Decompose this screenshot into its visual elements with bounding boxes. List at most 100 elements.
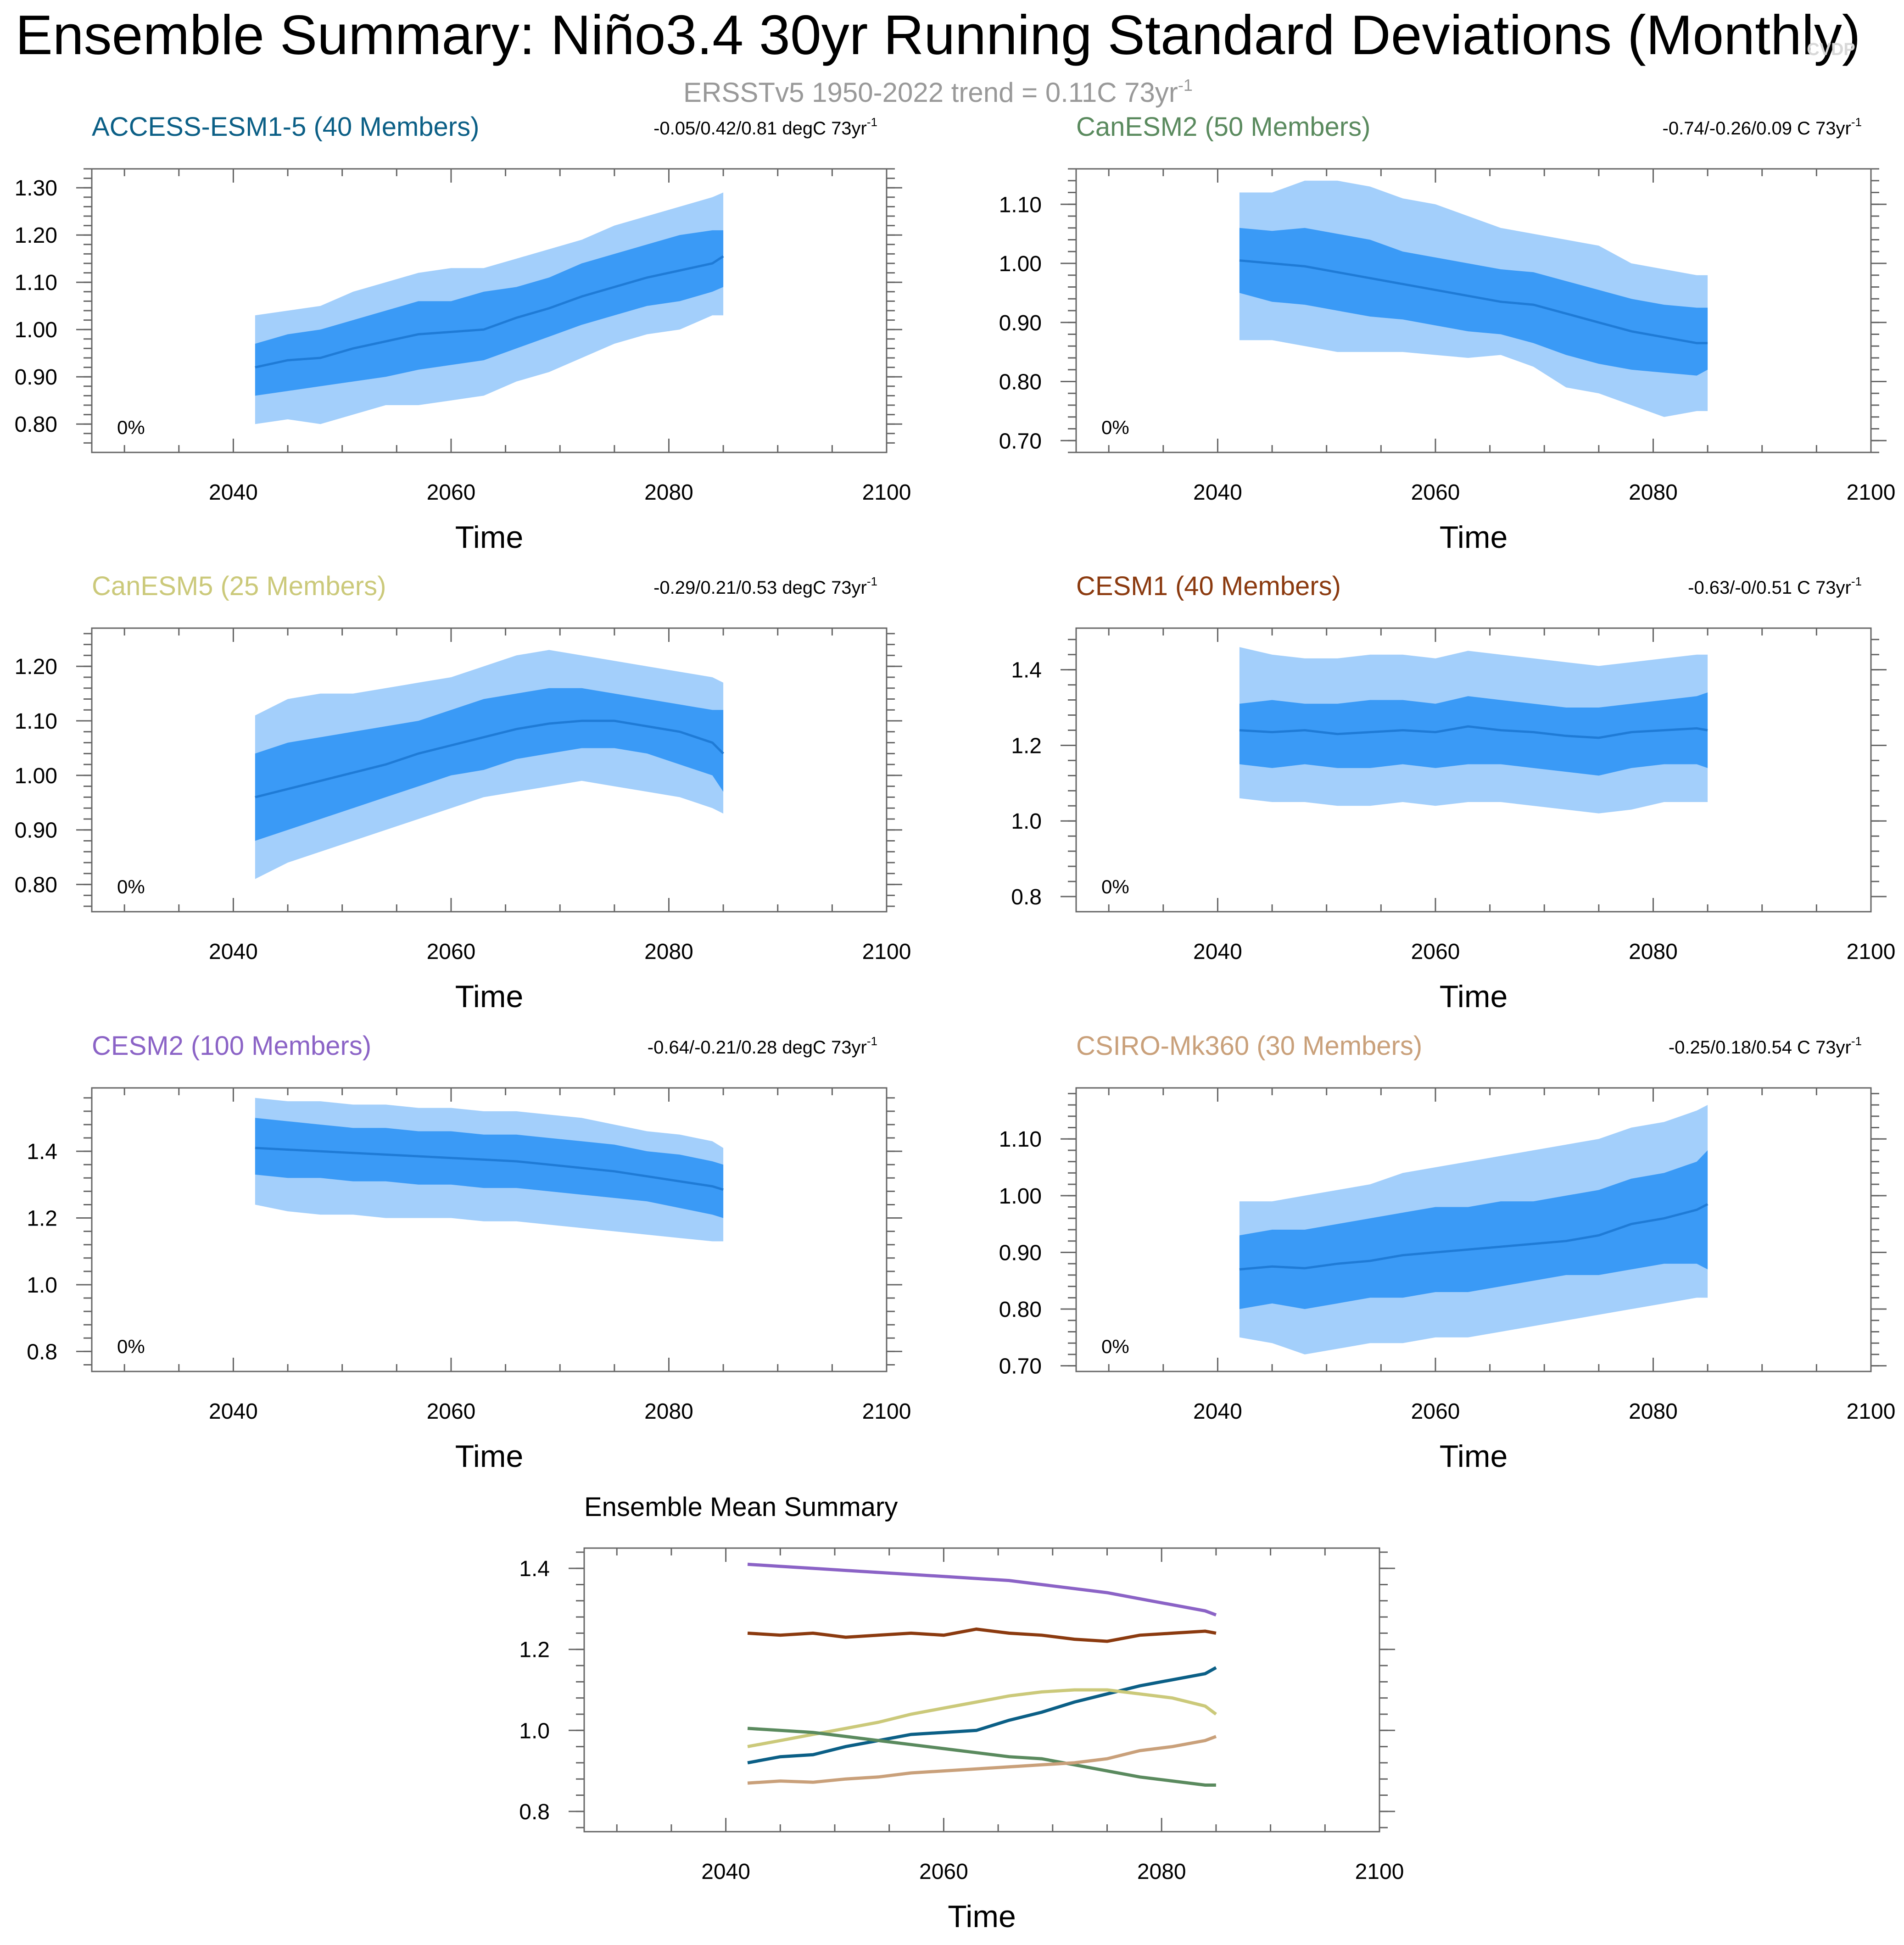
percent-label: 0%	[117, 1336, 145, 1357]
x-tick-label: 2100	[862, 940, 911, 964]
y-tick-label: 1.10	[999, 1127, 1042, 1152]
y-tick-label: 1.10	[15, 271, 57, 295]
watermark-logo: CVDP	[1807, 40, 1855, 59]
x-tick-label: 2060	[1411, 1399, 1460, 1424]
x-tick-label: 2060	[427, 480, 476, 505]
trend-label: -0.63/-0/0.51 C 73yr-1	[1688, 574, 1862, 598]
y-tick-label: 1.0	[27, 1273, 57, 1298]
series-line-cesm2	[747, 1562, 1217, 1616]
y-tick-label: 1.2	[1011, 734, 1042, 758]
y-tick-label: 0.90	[999, 1241, 1042, 1265]
x-axis-label: Time	[455, 520, 524, 555]
ensemble-mean-line	[1239, 725, 1708, 739]
y-tick-label: 0.90	[15, 365, 57, 390]
inner-spread-band	[1239, 692, 1708, 776]
panel-1: 0.70 0.80 0.90 1.00 1.10 2040 2060 2080 2100 Time…	[999, 112, 1896, 555]
y-tick-label: 0.70	[999, 429, 1042, 453]
trend-label: -0.05/0.42/0.81 degC 73yr-1	[653, 115, 877, 139]
inner-spread-band	[1239, 228, 1708, 376]
trend-label-text: -0.64/-0.21/0.28 degC 73yr	[648, 1037, 867, 1058]
trend-label-superscript: -1	[867, 1034, 877, 1048]
figure-subtitle: ERSSTv5 1950-2022 trend = 0.11C 73yr-1	[683, 76, 1193, 108]
x-tick-label: 2080	[1137, 1860, 1186, 1884]
panel-4: 0.8 1.0 1.2 1.4 2040 2060 2080 2100 Time CESM2 (1…	[27, 1031, 911, 1474]
x-tick-label: 2060	[919, 1860, 968, 1884]
panel-3: 0.8 1.0 1.2 1.4 2040 2060 2080 2100 Time CESM1 (4…	[1011, 571, 1895, 1014]
panel-title: CanESM5 (25 Members)	[92, 571, 386, 601]
inner-spread-band	[255, 230, 724, 396]
x-tick-label: 2040	[209, 940, 258, 964]
y-tick-label: 0.80	[15, 873, 57, 897]
panel-title: ACCESS-ESM1-5 (40 Members)	[92, 112, 479, 142]
x-tick-label: 2040	[1193, 940, 1242, 964]
figure-title: Ensemble Summary: Niño3.4 30yr Running S…	[15, 4, 1860, 66]
x-tick-label: 2040	[209, 480, 258, 505]
y-tick-label: 1.0	[519, 1719, 550, 1743]
ensemble-mean-line	[1239, 259, 1708, 345]
x-tick-label: 2080	[644, 940, 693, 964]
y-tick-label: 1.10	[999, 193, 1042, 217]
trend-label-text: -0.25/0.18/0.54 C 73yr	[1669, 1037, 1851, 1058]
subtitle-text: ERSSTv5 1950-2022 trend = 0.11C 73yr	[683, 77, 1178, 108]
x-axis-label: Time	[1440, 979, 1508, 1014]
inner-spread-band	[255, 1118, 724, 1218]
percent-label: 0%	[1101, 1336, 1129, 1357]
panel-6: 0.8 1.0 1.2 1.4 2040 2060 2080 2100 Time Ensemble…	[519, 1492, 1404, 1934]
panel-title: CSIRO-Mk360 (30 Members)	[1076, 1031, 1422, 1061]
panel-0: 0.80 0.90 1.00 1.10 1.20 1.30 2040 2060 2080 2100…	[15, 112, 911, 555]
x-axis-label: Time	[455, 1439, 524, 1474]
trend-label: -0.25/0.18/0.54 C 73yr-1	[1669, 1034, 1862, 1058]
inner-spread-band	[1239, 1150, 1708, 1309]
ensemble-mean-line	[255, 255, 724, 369]
panel-title: CESM2 (100 Members)	[92, 1031, 371, 1061]
series-line-cesm1	[747, 1627, 1217, 1643]
panels: 0.80 0.90 1.00 1.10 1.20 1.30 2040 2060 2080 2100…	[15, 112, 1896, 1934]
trend-label-superscript: -1	[1851, 115, 1862, 129]
y-tick-label: 0.80	[15, 412, 57, 437]
y-tick-label: 1.00	[999, 252, 1042, 276]
y-tick-label: 1.00	[15, 318, 57, 342]
y-tick-label: 0.80	[999, 1298, 1042, 1322]
x-tick-label: 2080	[1629, 940, 1678, 964]
percent-label: 0%	[1101, 876, 1129, 897]
y-tick-label: 1.0	[1011, 809, 1042, 834]
plot-frame	[583, 1547, 1380, 1833]
summary-title: Ensemble Mean Summary	[584, 1492, 898, 1522]
y-tick-label: 1.2	[519, 1638, 550, 1662]
x-tick-label: 2060	[1411, 480, 1460, 505]
trend-label-superscript: -1	[1851, 1034, 1862, 1048]
x-tick-label: 2080	[1629, 480, 1678, 505]
y-tick-label: 1.20	[15, 655, 57, 679]
x-axis-label: Time	[948, 1899, 1016, 1934]
x-tick-label: 2040	[1193, 1399, 1242, 1424]
y-tick-label: 1.10	[15, 709, 57, 734]
x-tick-label: 2080	[644, 1399, 693, 1424]
series-line-canesm5	[747, 1688, 1217, 1749]
x-tick-label: 2100	[1847, 940, 1896, 964]
x-tick-label: 2080	[644, 480, 693, 505]
x-tick-label: 2040	[1193, 480, 1242, 505]
y-tick-label: 1.4	[27, 1140, 57, 1164]
panel-5: 0.70 0.80 0.90 1.00 1.10 2040 2060 2080 2100 Time…	[999, 1031, 1896, 1474]
x-tick-label: 2060	[1411, 940, 1460, 964]
series-line-csiro-mk360	[747, 1735, 1217, 1785]
ensemble-mean-line	[255, 1147, 724, 1191]
y-tick-label: 0.8	[27, 1340, 57, 1364]
y-tick-label: 0.80	[999, 370, 1042, 395]
trend-label-text: -0.63/-0/0.51 C 73yr	[1688, 578, 1851, 598]
trend-label-superscript: -1	[1851, 574, 1862, 588]
y-tick-label: 0.90	[15, 819, 57, 843]
plot-frame	[91, 1087, 888, 1372]
trend-label-text: -0.29/0.21/0.53 degC 73yr	[653, 578, 867, 598]
trend-label-text: -0.74/-0.26/0.09 C 73yr	[1663, 118, 1851, 139]
x-tick-label: 2100	[862, 480, 911, 505]
x-axis-label: Time	[1440, 520, 1508, 555]
y-tick-label: 1.00	[999, 1184, 1042, 1209]
y-tick-label: 1.2	[27, 1207, 57, 1231]
percent-label: 0%	[1101, 417, 1129, 438]
x-tick-label: 2060	[427, 1399, 476, 1424]
y-tick-label: 0.8	[1011, 885, 1042, 909]
panel-title: CESM1 (40 Members)	[1076, 571, 1341, 601]
y-tick-label: 0.8	[519, 1800, 550, 1824]
